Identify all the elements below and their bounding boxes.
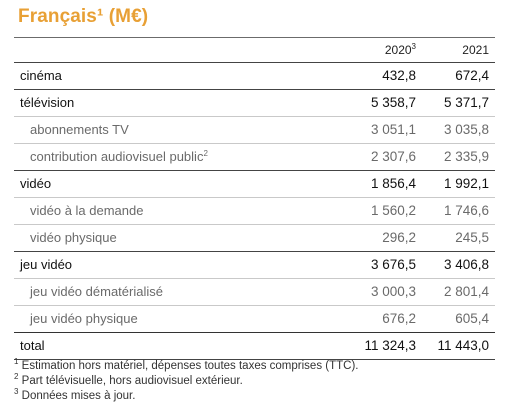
row-value-2020: 2 307,6 xyxy=(370,149,416,164)
spending-table: 20203 2021 cinéma 432,8 672,4 télévision… xyxy=(14,37,495,360)
row-label: jeu vidéo dématérialisé xyxy=(30,284,163,299)
row-label: jeu vidéo physique xyxy=(30,311,138,326)
footnote-1: 1 Estimation hors matériel, dépenses tou… xyxy=(14,357,359,373)
row-value-2021: 1 992,1 xyxy=(443,176,489,191)
row-value-2021: 1 746,6 xyxy=(443,203,489,218)
column-header-2020: 20203 xyxy=(384,42,416,58)
row-value-2020: 3 051,1 xyxy=(370,122,416,137)
row-label: vidéo physique xyxy=(30,230,117,245)
row-value-2020: 296,2 xyxy=(382,230,416,245)
row-value-2020: 676,2 xyxy=(382,311,416,326)
row-value-2020: 3 000,3 xyxy=(370,284,416,299)
row-label: total xyxy=(20,338,45,353)
row-value-2020: 3 676,5 xyxy=(370,257,416,272)
row-value-2021: 605,4 xyxy=(455,311,489,326)
row-value-2021: 11 443,0 xyxy=(437,338,489,353)
row-value-2021: 3 035,8 xyxy=(443,122,489,137)
table-row-video: vidéo 1 856,4 1 992,1 xyxy=(14,170,495,197)
row-value-2020: 432,8 xyxy=(382,68,416,83)
row-value-2021: 5 371,7 xyxy=(443,95,489,110)
row-value-2020: 5 358,7 xyxy=(370,95,416,110)
table-row-cinema: cinéma 432,8 672,4 xyxy=(14,62,495,90)
table-header-row: 20203 2021 xyxy=(14,38,495,62)
row-label: vidéo xyxy=(20,176,52,191)
row-value-2021: 2 335,9 xyxy=(443,149,489,164)
table-row-video-a-la-demande: vidéo à la demande 1 560,2 1 746,6 xyxy=(14,197,495,224)
table-row-jeu-video-physique: jeu vidéo physique 676,2 605,4 xyxy=(14,305,495,332)
row-value-2020: 11 324,3 xyxy=(364,338,416,353)
row-value-2021: 3 406,8 xyxy=(443,257,489,272)
row-value-2021: 245,5 xyxy=(455,230,489,245)
footnotes: 1 Estimation hors matériel, dépenses tou… xyxy=(14,357,359,404)
table-row-abonnements-tv: abonnements TV 3 051,1 3 035,8 xyxy=(14,116,495,143)
footnote-2: 2 Part télévisuelle, hors audiovisuel ex… xyxy=(14,372,243,388)
table-top-rule xyxy=(14,37,495,38)
table-row-contribution-audiovisuel-public: contribution audiovisuel public2 2 307,6… xyxy=(14,143,495,170)
table-title: Français¹ (M€) xyxy=(18,6,149,27)
table-row-jeu-video: jeu vidéo 3 676,5 3 406,8 xyxy=(14,251,495,278)
row-value-2021: 2 801,4 xyxy=(443,284,489,299)
table-row-jeu-video-dematerialise: jeu vidéo dématérialisé 3 000,3 2 801,4 xyxy=(14,278,495,305)
table-row-total: total 11 324,3 11 443,0 xyxy=(14,332,495,360)
row-value-2021: 672,4 xyxy=(455,68,489,83)
row-label: contribution audiovisuel public2 xyxy=(30,149,208,164)
row-label: cinéma xyxy=(20,68,62,83)
row-value-2020: 1 856,4 xyxy=(370,176,416,191)
row-label: télévision xyxy=(20,95,75,110)
row-label: abonnements TV xyxy=(30,122,129,137)
footnote-3: 3 Données mises à jour. xyxy=(14,387,136,403)
row-label: jeu vidéo xyxy=(20,257,73,272)
table-row-television: télévision 5 358,7 5 371,7 xyxy=(14,90,495,116)
row-value-2020: 1 560,2 xyxy=(370,203,416,218)
row-label: vidéo à la demande xyxy=(30,203,144,218)
column-header-2021: 2021 xyxy=(462,43,489,57)
table-row-video-physique: vidéo physique 296,2 245,5 xyxy=(14,224,495,251)
